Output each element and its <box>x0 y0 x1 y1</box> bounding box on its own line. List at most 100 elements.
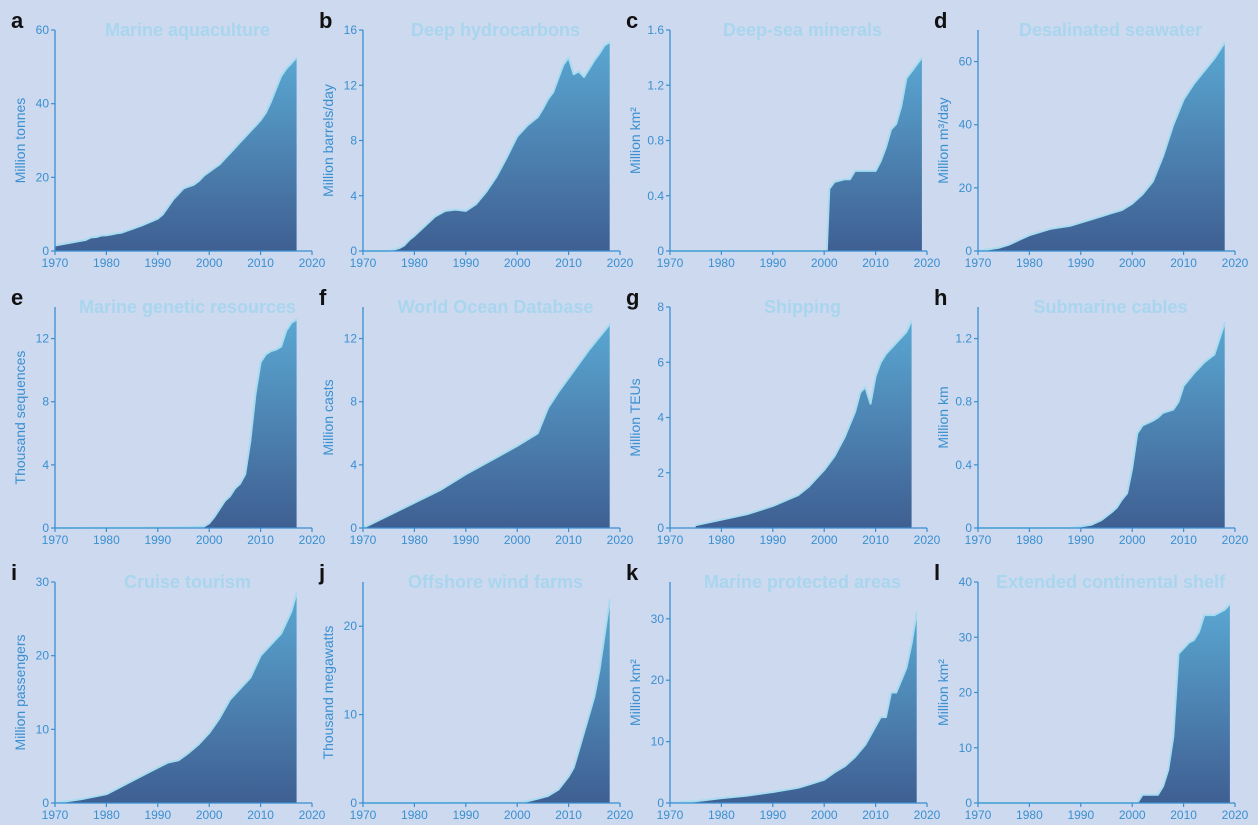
panel-letter: a <box>11 8 24 33</box>
data-point <box>608 41 611 44</box>
x-tick-label: 1990 <box>759 533 786 547</box>
data-point <box>844 436 846 438</box>
x-tick-label: 1970 <box>42 533 69 547</box>
data-point <box>1110 212 1113 214</box>
data-point <box>1177 400 1180 403</box>
data-point <box>110 233 113 236</box>
panel-letter: l <box>934 560 940 585</box>
series-line <box>362 599 611 804</box>
data-point <box>1110 511 1113 513</box>
data-point <box>900 679 903 681</box>
data-point <box>823 469 825 471</box>
panel-letter: h <box>934 285 947 310</box>
data-point <box>249 440 252 443</box>
data-point <box>879 361 882 364</box>
data-point <box>1203 361 1205 364</box>
y-tick-label: 0.4 <box>955 458 972 472</box>
data-point <box>603 44 606 46</box>
data-point <box>1152 180 1154 183</box>
data-point <box>198 743 200 745</box>
chart-panel-g: g Shipping 0 2 4 6 8 1970 1980 1990 2000 2010 2020 Mi… <box>626 285 941 547</box>
data-point <box>249 130 252 133</box>
data-point <box>126 229 128 232</box>
data-point <box>578 749 580 751</box>
data-point <box>485 190 488 193</box>
data-point <box>1162 155 1164 158</box>
data-point <box>844 765 846 767</box>
x-tick-label: 1980 <box>93 256 120 270</box>
data-point <box>167 761 169 764</box>
data-point <box>572 73 575 75</box>
y-tick-label: 20 <box>344 619 358 633</box>
x-tick-label: 1980 <box>708 256 735 270</box>
data-point <box>572 766 575 769</box>
data-point <box>890 128 892 131</box>
data-point <box>187 752 190 754</box>
data-point <box>772 791 774 793</box>
y-tick-label: 40 <box>36 97 50 111</box>
data-point <box>1172 123 1175 126</box>
data-point <box>157 766 159 769</box>
chart-title: Marine protected areas <box>704 572 901 592</box>
series-area <box>363 599 610 803</box>
data-point <box>720 797 723 799</box>
data-point <box>1018 239 1020 241</box>
data-point <box>264 353 267 356</box>
data-point <box>290 322 293 324</box>
data-point <box>74 241 77 243</box>
data-point <box>239 483 241 485</box>
x-tick-label: 1990 <box>144 808 171 822</box>
x-tick-label: 1970 <box>42 256 69 270</box>
x-tick-label: 2020 <box>1222 256 1249 270</box>
data-point <box>1100 519 1103 521</box>
y-tick-label: 2 <box>657 466 664 480</box>
x-tick-label: 2020 <box>299 808 326 822</box>
x-tick-label: 2010 <box>555 533 582 547</box>
data-point <box>885 146 887 149</box>
data-point <box>588 348 590 351</box>
series-area <box>363 324 610 528</box>
data-point <box>1116 506 1118 509</box>
data-point <box>1152 419 1154 422</box>
data-point <box>1218 611 1221 614</box>
data-point <box>1069 224 1072 227</box>
y-axis-label: Million km² <box>627 659 643 726</box>
x-tick-label: 2010 <box>247 533 274 547</box>
y-tick-label: 8 <box>350 395 357 409</box>
data-point <box>506 156 508 158</box>
y-tick-label: 20 <box>651 673 665 687</box>
data-point <box>1208 614 1211 616</box>
data-point <box>131 780 133 782</box>
chart-title: World Ocean Database <box>398 297 594 317</box>
data-point <box>578 363 580 365</box>
y-tick-label: 16 <box>344 23 358 37</box>
data-point <box>1141 193 1144 195</box>
data-point <box>275 348 277 351</box>
panel-letter: d <box>934 8 947 33</box>
chart-panel-l: l Extended continental shelf 0 10 20 30 40 1970… <box>934 560 1249 822</box>
y-tick-label: 1.2 <box>647 78 664 92</box>
x-tick-label: 1970 <box>965 533 992 547</box>
y-tick-label: 10 <box>651 735 665 749</box>
data-point <box>444 210 447 212</box>
data-point <box>797 494 800 496</box>
data-point <box>516 135 518 138</box>
data-point <box>578 70 580 73</box>
data-point <box>905 667 908 669</box>
data-point <box>694 524 697 526</box>
data-point <box>567 56 570 59</box>
data-point <box>864 743 867 746</box>
y-tick-label: 4 <box>350 458 357 472</box>
data-point <box>1028 234 1031 236</box>
x-tick-label: 1990 <box>759 256 786 270</box>
panel-letter: j <box>318 560 325 585</box>
data-point <box>1198 630 1200 633</box>
data-point <box>259 654 262 657</box>
data-point <box>259 119 262 121</box>
series-line <box>670 56 923 252</box>
y-tick-label: 4 <box>350 189 357 203</box>
chart-title: Desalinated seawater <box>1019 20 1202 40</box>
chart-panel-i: i Cruise tourism 0 10 20 30 1970 1980 1990 2000 20… <box>11 560 326 822</box>
series-area <box>978 322 1225 528</box>
series-line <box>363 41 611 252</box>
